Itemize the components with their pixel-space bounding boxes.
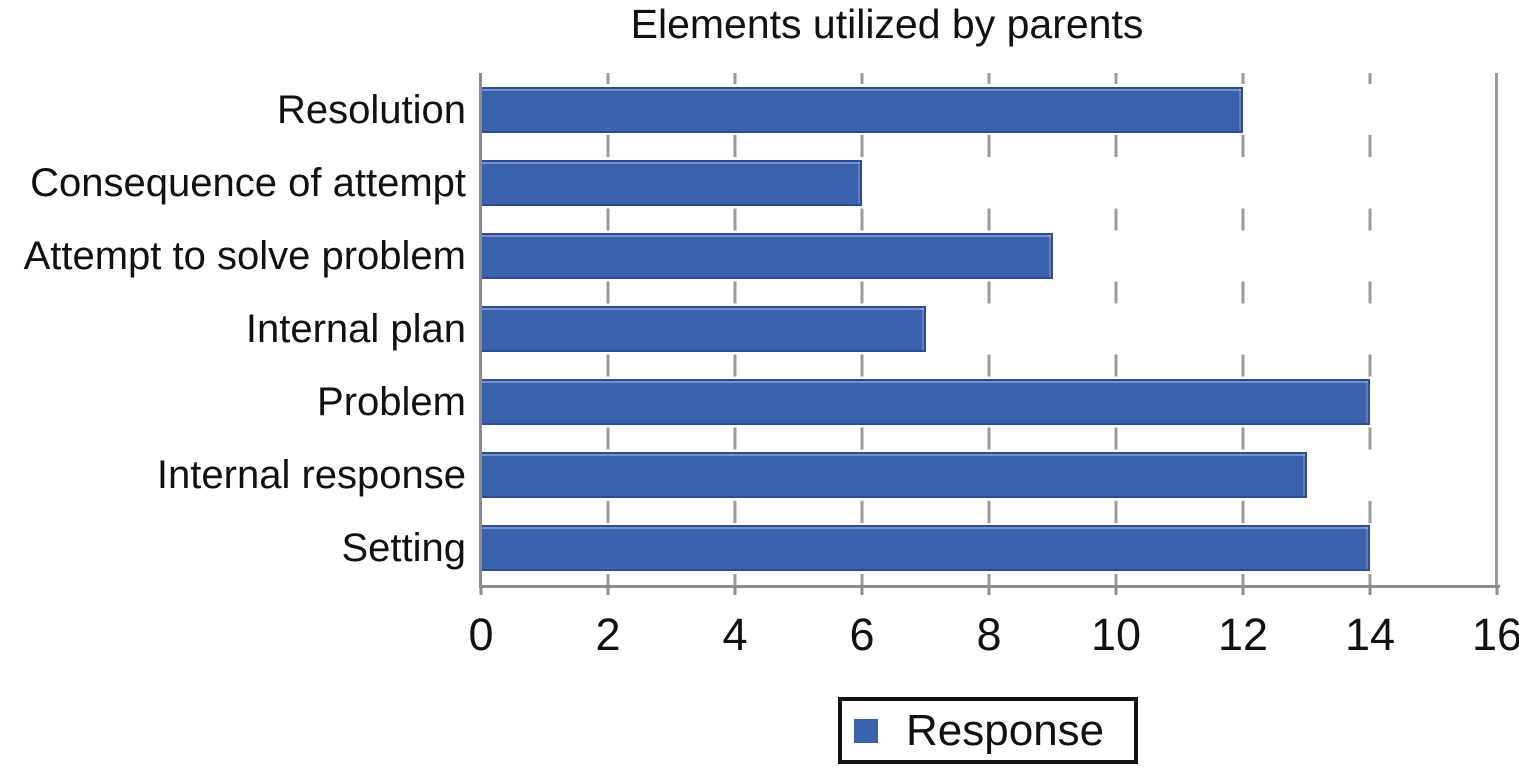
x-tick-label-14: 14 bbox=[1344, 609, 1396, 660]
gridline-x-10 bbox=[1114, 73, 1118, 585]
x-tick-label-16: 16 bbox=[1471, 609, 1519, 660]
x-tickmark-10 bbox=[1114, 588, 1118, 595]
gridline-x-12 bbox=[1241, 73, 1245, 585]
x-tickmark-4 bbox=[733, 588, 737, 595]
bar-problem bbox=[481, 379, 1370, 426]
x-tickmark-6 bbox=[860, 588, 864, 595]
bar-internal-plan bbox=[481, 306, 926, 352]
y-axis-line bbox=[479, 73, 482, 587]
x-tick-label-0: 0 bbox=[468, 609, 494, 660]
x-tickmark-14 bbox=[1368, 588, 1372, 595]
bar-setting bbox=[481, 525, 1370, 572]
x-tick-label-6: 6 bbox=[849, 609, 875, 660]
category-label-internal-plan: Internal plan bbox=[245, 307, 466, 351]
category-label-resolution: Resolution bbox=[276, 87, 466, 132]
category-label-consequence-of-attempt: Consequence of attempt bbox=[30, 160, 466, 205]
plot-right-border bbox=[1495, 73, 1498, 585]
x-tick-label-8: 8 bbox=[976, 609, 1002, 660]
legend-swatch-response bbox=[854, 718, 878, 743]
gridline-x-14 bbox=[1368, 73, 1372, 585]
category-label-attempt-to-solve-problem: Attempt to solve problem bbox=[23, 233, 466, 278]
legend: Response bbox=[838, 697, 1138, 764]
x-tick-label-2: 2 bbox=[595, 609, 621, 660]
x-tickmark-12 bbox=[1241, 588, 1245, 595]
bar-attempt-to-solve-problem bbox=[481, 232, 1053, 279]
chart-title: Elements utilized by parents bbox=[630, 1, 1144, 47]
x-tickmark-16 bbox=[1495, 588, 1499, 595]
bar-consequence-of-attempt bbox=[481, 159, 862, 206]
gridline-x-8 bbox=[987, 73, 991, 585]
bar-resolution bbox=[481, 86, 1243, 133]
x-tickmark-2 bbox=[606, 588, 610, 595]
category-label-setting: Setting bbox=[341, 526, 466, 571]
x-tick-label-10: 10 bbox=[1090, 609, 1142, 660]
x-tickmark-0 bbox=[479, 588, 483, 595]
x-axis-line bbox=[479, 585, 1500, 588]
category-label-internal-response: Internal response bbox=[156, 453, 466, 498]
bar-internal-response bbox=[481, 452, 1307, 499]
x-tick-label-12: 12 bbox=[1217, 609, 1269, 660]
legend-label-response: Response bbox=[906, 705, 1105, 755]
plot-area bbox=[479, 73, 1500, 595]
x-tick-label-4: 4 bbox=[722, 609, 748, 660]
x-tickmark-8 bbox=[987, 588, 991, 595]
category-label-problem: Problem bbox=[317, 380, 466, 425]
